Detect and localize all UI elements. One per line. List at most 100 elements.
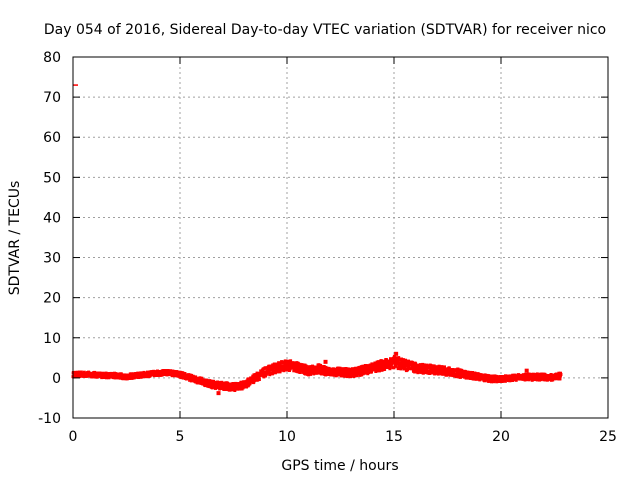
data-point (307, 373, 311, 377)
data-point (443, 365, 446, 369)
data-point (122, 377, 125, 381)
data-point (393, 361, 397, 365)
data-point (262, 375, 266, 379)
data-point (289, 359, 293, 363)
x-tick-label: 5 (176, 429, 185, 445)
data-point (367, 365, 371, 369)
data-point (388, 365, 392, 369)
x-tick-label: 10 (278, 429, 296, 445)
data-point (557, 371, 561, 375)
y-tick-label: 50 (43, 170, 61, 186)
data-point (447, 366, 451, 370)
data-point (426, 371, 430, 375)
y-tick-label: 0 (52, 371, 61, 387)
data-point (425, 367, 429, 371)
data-point (464, 370, 468, 374)
data-point (478, 378, 482, 382)
data-point (483, 379, 486, 383)
x-tick-label: 0 (69, 429, 78, 445)
data-point (417, 369, 421, 373)
data-point (559, 372, 563, 376)
data-point (324, 373, 328, 377)
data-point (468, 370, 472, 374)
data-point (389, 357, 392, 361)
data-point (524, 373, 528, 377)
data-point (375, 363, 379, 367)
data-point (278, 370, 282, 374)
data-point (293, 365, 297, 369)
data-point (500, 379, 504, 383)
data-point (456, 367, 460, 371)
data-point (304, 364, 308, 368)
x-tick-label: 20 (492, 429, 510, 445)
data-points (71, 84, 563, 396)
y-tick-label: 70 (43, 90, 61, 106)
data-point (429, 364, 433, 368)
data-point (380, 363, 384, 367)
data-point (367, 371, 370, 375)
chart-title: Day 054 of 2016, Sidereal Day-to-day VTE… (44, 22, 606, 38)
data-point (459, 375, 462, 379)
data-point (554, 377, 558, 381)
data-point (257, 378, 261, 381)
data-point (229, 382, 233, 386)
data-point (343, 374, 347, 378)
y-tick-label: 40 (43, 210, 61, 226)
data-point (452, 371, 456, 375)
data-point (346, 367, 350, 371)
outlier-point (524, 368, 529, 373)
data-point (444, 367, 448, 371)
data-point (230, 388, 234, 392)
y-axis-label: SDTVAR / TECUs (7, 181, 23, 296)
data-point (292, 369, 296, 373)
data-point (401, 358, 405, 362)
outlier-point (323, 359, 328, 364)
x-axis-label: GPS time / hours (281, 458, 398, 474)
data-point (323, 370, 327, 374)
data-point (318, 366, 322, 370)
data-point (414, 362, 418, 366)
plot-border (72, 56, 609, 419)
data-point (307, 365, 311, 369)
data-point (385, 358, 388, 362)
data-point (119, 372, 123, 376)
axis-tick-labels: 0 5 10 15 20 25 -10 0 10 20 30 40 50 60 70 80 (38, 50, 617, 445)
data-point (101, 371, 105, 375)
data-point (383, 367, 387, 371)
data-point (182, 376, 186, 380)
data-point (421, 371, 425, 375)
data-point (272, 369, 275, 373)
data-point (491, 375, 495, 379)
data-point (282, 369, 286, 373)
data-point (430, 371, 434, 375)
data-point (428, 372, 432, 375)
y-tick-label: 30 (43, 251, 61, 267)
data-point (196, 376, 200, 380)
data-point (377, 360, 381, 364)
data-point (271, 371, 275, 375)
data-point (471, 371, 474, 374)
data-point (392, 359, 396, 363)
data-point (288, 367, 292, 371)
data-point (389, 363, 393, 367)
data-point (261, 369, 265, 373)
data-point (381, 360, 385, 363)
data-point (298, 371, 302, 374)
data-point (394, 364, 398, 368)
data-point (488, 379, 492, 383)
data-point (351, 371, 355, 375)
data-point (440, 365, 444, 369)
data-point (191, 374, 195, 378)
data-point (210, 386, 214, 390)
data-point (558, 377, 562, 381)
data-point (440, 366, 444, 370)
data-point (370, 370, 373, 374)
data-point (441, 372, 445, 376)
data-point (154, 370, 158, 374)
y-tick-label: 20 (43, 291, 61, 307)
data-point (419, 363, 422, 367)
data-point (379, 365, 383, 369)
y-tick-label: -10 (38, 411, 61, 427)
